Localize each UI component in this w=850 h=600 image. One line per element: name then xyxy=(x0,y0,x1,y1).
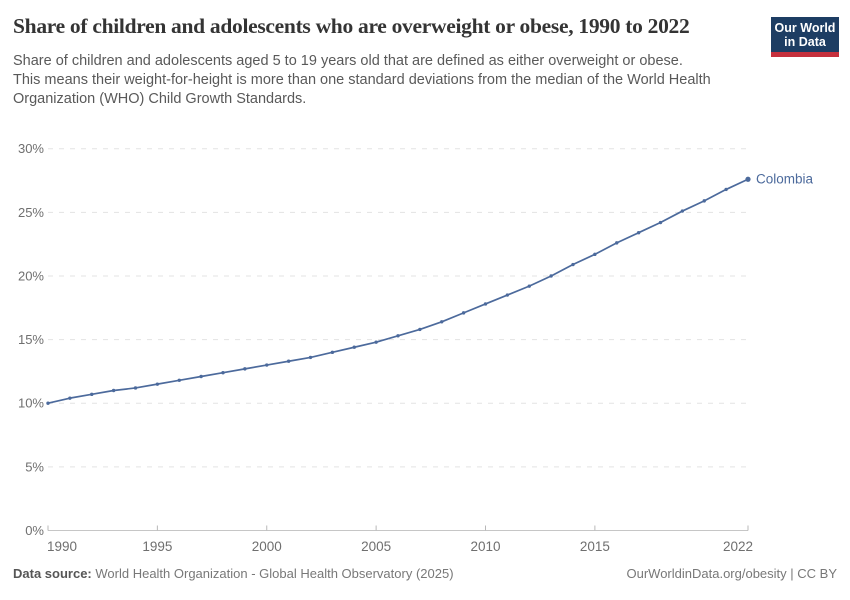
data-point-1993 xyxy=(111,388,116,393)
data-point-2001 xyxy=(286,359,291,363)
data-point-1998 xyxy=(221,370,225,375)
data-point-2009 xyxy=(461,311,466,315)
series-label-colombia: Colombia xyxy=(756,172,814,187)
data-point-2012 xyxy=(527,284,531,288)
data-point-2018 xyxy=(658,220,663,225)
data-point-2021 xyxy=(724,187,728,192)
data-point-2003 xyxy=(330,350,335,355)
data-point-2010 xyxy=(483,302,488,306)
data-source-text: World Health Organization - Global Healt… xyxy=(95,566,454,581)
y-axis-tick-label-10: 10% xyxy=(18,396,44,411)
y-axis-tick-label-0: 0% xyxy=(25,523,44,538)
owid-logo[interactable]: Our World in Data xyxy=(771,17,839,57)
x-axis-tick-label-2022: 2022 xyxy=(723,539,753,554)
x-axis-tick-label-2010: 2010 xyxy=(470,539,500,554)
data-point-2013 xyxy=(549,274,553,278)
data-point-2019 xyxy=(680,209,685,213)
data-point-1996 xyxy=(177,378,181,383)
data-point-2000 xyxy=(265,363,269,367)
data-point-1994 xyxy=(133,386,138,390)
data-source: Data source: World Health Organization -… xyxy=(13,566,454,581)
data-point-2014 xyxy=(571,262,575,267)
data-point-2002 xyxy=(308,355,313,360)
subtitle-line-2: This means their weight-for-height is mo… xyxy=(13,72,711,107)
data-point-1995 xyxy=(155,382,160,386)
data-point-2015 xyxy=(593,252,597,257)
chart-footer: Data source: World Health Organization -… xyxy=(13,566,837,581)
data-point-1990 xyxy=(46,401,50,405)
data-point-2017 xyxy=(636,230,641,235)
data-point-2022 xyxy=(745,176,751,182)
data-point-2008 xyxy=(440,320,444,324)
x-axis-tick-label-1995: 1995 xyxy=(142,539,172,554)
y-axis-tick-label-5: 5% xyxy=(25,459,44,474)
x-axis-tick-label-2005: 2005 xyxy=(361,539,391,554)
x-axis-tick-label-2015: 2015 xyxy=(580,539,610,554)
license-credit-link[interactable]: OurWorldinData.org/obesity | CC BY xyxy=(626,566,838,581)
owid-logo-line-2: in Data xyxy=(784,35,826,49)
data-point-2020 xyxy=(702,199,706,203)
data-point-2004 xyxy=(352,345,356,349)
owid-logo-line-1: Our World xyxy=(774,21,836,35)
colombia-trend-line xyxy=(47,178,749,405)
data-point-1992 xyxy=(90,392,94,397)
data-point-1999 xyxy=(243,367,247,371)
chart-header: Share of children and adolescents who ar… xyxy=(13,12,755,109)
y-axis-tick-label-25: 25% xyxy=(18,205,44,220)
data-point-2011 xyxy=(505,293,510,297)
y-axis-tick-label-15: 15% xyxy=(18,332,44,347)
x-axis-tick-label-1990: 1990 xyxy=(47,539,77,554)
data-point-2006 xyxy=(396,334,400,338)
x-axis-tick-label-2000: 2000 xyxy=(252,539,282,554)
chart-subtitle: Share of children and adolescents aged 5… xyxy=(13,52,755,109)
data-point-2007 xyxy=(418,327,422,332)
y-axis-tick-label-30: 30% xyxy=(18,141,44,156)
data-point-2016 xyxy=(615,241,619,245)
data-point-1991 xyxy=(68,396,72,400)
chart-title: Share of children and adolescents who ar… xyxy=(13,14,690,38)
subtitle-line-1: Share of children and adolescents aged 5… xyxy=(13,53,683,69)
data-point-1997 xyxy=(199,374,203,379)
data-point-2005 xyxy=(374,340,378,344)
data-source-label: Data source: xyxy=(13,566,92,581)
y-axis-tick-label-20: 20% xyxy=(18,268,44,283)
